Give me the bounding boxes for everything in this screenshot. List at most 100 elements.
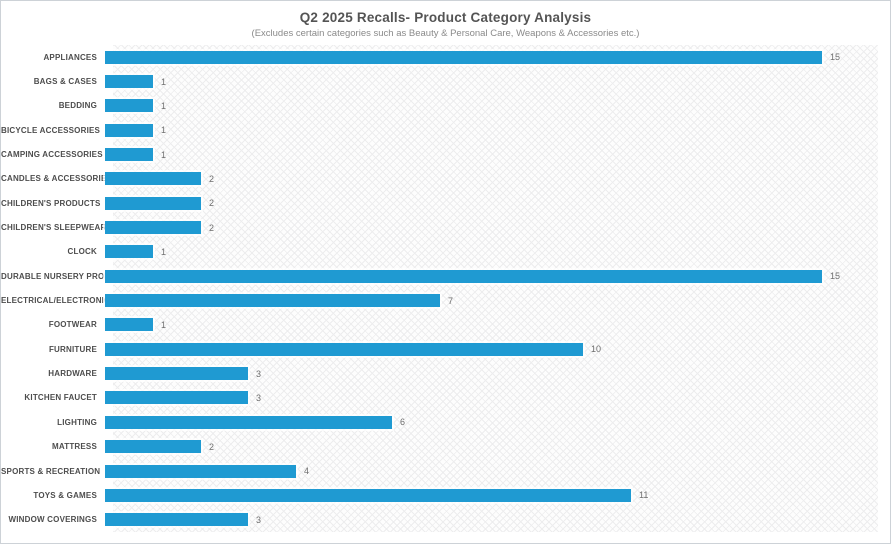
category-label: CANDLES & ACCESSORIES — [1, 174, 113, 184]
bar — [105, 513, 248, 527]
category-label: BICYCLE ACCESSORIES — [1, 125, 101, 135]
chart-subtitle: (Excludes certain categories such as Bea… — [251, 28, 640, 39]
value-label: 2 — [209, 222, 215, 233]
bar-area: 7 — [105, 288, 890, 312]
category-label: LIGHTING — [57, 417, 97, 427]
chart-row: BAGS & CASES 1 — [1, 69, 890, 93]
bar-area: 1 — [105, 142, 890, 166]
bar — [105, 415, 392, 429]
chart-row: SPORTS & RECREATION 4 — [1, 459, 890, 483]
value-label: 3 — [256, 392, 262, 403]
chart-row: FOOTWEAR 1 — [1, 313, 890, 337]
value-label: 1 — [161, 246, 167, 257]
category-label: APPLIANCES — [43, 52, 97, 62]
bar — [105, 464, 296, 478]
bar-area: 10 — [105, 337, 890, 361]
category-label: TOYS & GAMES — [33, 490, 97, 500]
bar-area: 2 — [105, 191, 890, 215]
category-label: CAMPING ACCESSORIES — [1, 150, 103, 160]
bar — [105, 391, 248, 405]
chart-row: BICYCLE ACCESSORIES 1 — [1, 118, 890, 142]
value-label: 1 — [161, 319, 167, 330]
category-label: ELECTRICAL/ELECTRONICS — [1, 296, 116, 306]
value-label: 1 — [161, 125, 167, 136]
bar-area: 3 — [105, 508, 890, 532]
category-label: FOOTWEAR — [48, 320, 97, 330]
value-label: 1 — [161, 149, 167, 160]
category-label: SPORTS & RECREATION — [1, 466, 101, 476]
bar — [105, 123, 153, 137]
category-label: WINDOW COVERINGS — [8, 515, 97, 525]
category-label: MATTRESS — [51, 442, 97, 452]
chart-row: FURNITURE 10 — [1, 337, 890, 361]
category-label: CHILDREN'S PRODUCTS — [1, 198, 101, 208]
value-label: 2 — [209, 441, 215, 452]
bar — [105, 148, 153, 162]
bar — [105, 269, 822, 283]
bar-area: 1 — [105, 118, 890, 142]
chart-row: DURABLE NURSERY PRODUCT 15 — [1, 264, 890, 288]
bar — [105, 221, 201, 235]
bar-area: 1 — [105, 94, 890, 118]
chart-row: CAMPING ACCESSORIES 1 — [1, 142, 890, 166]
value-label: 1 — [161, 100, 167, 111]
bar-chart: APPLIANCES 15 BAGS & CASES 1 BEDDING 1 BICYCLE… — [1, 45, 890, 532]
chart-row: KITCHEN FAUCET 3 — [1, 386, 890, 410]
chart-title: Q2 2025 Recalls- Product Category Analys… — [299, 10, 592, 25]
bar-area: 15 — [105, 45, 890, 69]
bar-area: 2 — [105, 167, 890, 191]
bar-area: 1 — [105, 69, 890, 93]
chart-row: CANDLES & ACCESSORIES 2 — [1, 167, 890, 191]
category-label: DURABLE NURSERY PRODUCT — [1, 271, 128, 281]
bar-area: 4 — [105, 459, 890, 483]
bar — [105, 318, 153, 332]
value-label: 15 — [830, 52, 841, 63]
bar-area: 2 — [105, 215, 890, 239]
value-label: 2 — [209, 173, 215, 184]
bar — [105, 245, 153, 259]
value-label: 4 — [304, 466, 310, 477]
plot-area-background — [113, 45, 878, 532]
category-label: BAGS & CASES — [33, 77, 97, 87]
value-label: 11 — [639, 490, 649, 501]
bar — [105, 75, 153, 89]
chart-row: APPLIANCES 15 — [1, 45, 890, 69]
chart-row: CHILDREN'S PRODUCTS 2 — [1, 191, 890, 215]
value-label: 3 — [256, 514, 262, 525]
bar-area: 15 — [105, 264, 890, 288]
bar — [105, 294, 440, 308]
chart-row: WINDOW COVERINGS 3 — [1, 508, 890, 532]
value-label: 2 — [209, 198, 215, 209]
category-label: CLOCK — [67, 247, 97, 257]
chart-row: BEDDING 1 — [1, 94, 890, 118]
bar-area: 6 — [105, 410, 890, 434]
bar-area: 3 — [105, 386, 890, 410]
category-label: HARDWARE — [48, 369, 97, 379]
bar — [105, 488, 631, 502]
category-label: KITCHEN FAUCET — [24, 393, 97, 403]
bar-area: 3 — [105, 361, 890, 385]
bar — [105, 172, 201, 186]
chart-row: CHILDREN'S SLEEPWEAR 2 — [1, 215, 890, 239]
bar-area: 1 — [105, 240, 890, 264]
bar — [105, 342, 583, 356]
value-label: 6 — [400, 417, 406, 428]
category-label: CHILDREN'S SLEEPWEAR — [1, 223, 107, 233]
category-label: FURNITURE — [48, 344, 97, 354]
chart-row: ELECTRICAL/ELECTRONICS 7 — [1, 288, 890, 312]
bar — [105, 196, 201, 210]
chart-header: Q2 2025 Recalls- Product Category Analys… — [1, 1, 890, 39]
bar — [105, 50, 822, 64]
bar-area: 1 — [105, 313, 890, 337]
bar — [105, 440, 201, 454]
chart-row: HARDWARE 3 — [1, 361, 890, 385]
bar — [105, 367, 248, 381]
value-label: 7 — [448, 295, 454, 306]
value-label: 15 — [830, 271, 841, 282]
value-label: 10 — [591, 344, 602, 355]
chart-row: MATTRESS 2 — [1, 435, 890, 459]
chart-rows: APPLIANCES 15 BAGS & CASES 1 BEDDING 1 BICYCLE… — [1, 45, 890, 532]
value-label: 1 — [161, 76, 167, 87]
bar-area: 11 — [105, 483, 890, 507]
